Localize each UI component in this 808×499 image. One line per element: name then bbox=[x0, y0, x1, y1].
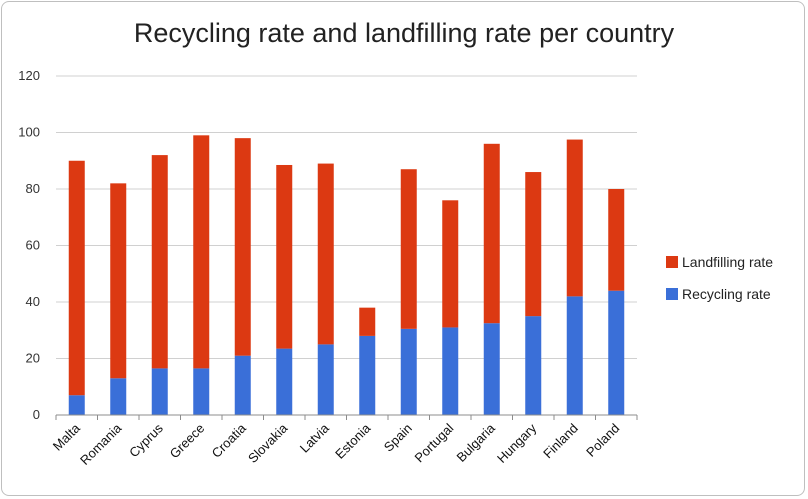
chart-title: Recycling rate and landfilling rate per … bbox=[133, 18, 675, 48]
bar-landfilling bbox=[234, 138, 251, 356]
y-tick-label: 100 bbox=[18, 125, 40, 140]
legend-label: Recycling rate bbox=[682, 286, 771, 302]
x-tick-label: Croatia bbox=[209, 420, 250, 461]
bar-landfilling bbox=[110, 183, 127, 379]
y-tick-label: 120 bbox=[18, 68, 40, 83]
bar-recycling bbox=[110, 378, 127, 415]
bar-landfilling bbox=[608, 189, 625, 291]
legend: Landfilling rate Recycling rate bbox=[666, 254, 773, 302]
bar-recycling bbox=[151, 368, 168, 415]
legend-swatch bbox=[666, 288, 678, 300]
bar-landfilling bbox=[525, 172, 542, 317]
x-tick-label: Bulgaria bbox=[454, 420, 499, 465]
bar-recycling bbox=[400, 328, 417, 415]
bar-landfilling bbox=[400, 169, 417, 329]
bar-landfilling bbox=[193, 135, 210, 369]
x-tick-label: Latvia bbox=[297, 420, 333, 456]
bar-recycling bbox=[317, 344, 334, 415]
bar-recycling bbox=[525, 316, 542, 415]
x-tick-label: Spain bbox=[381, 421, 415, 455]
y-tick-label: 40 bbox=[26, 294, 40, 309]
x-tick-label: Portugal bbox=[412, 420, 457, 465]
bar-landfilling bbox=[566, 139, 583, 297]
y-tick-label: 60 bbox=[26, 238, 40, 253]
x-tick-label: Finland bbox=[540, 421, 581, 462]
bar-recycling bbox=[68, 395, 85, 415]
bar-recycling bbox=[193, 368, 210, 415]
x-tick-label: Estonia bbox=[332, 420, 374, 462]
bar-landfilling bbox=[442, 200, 459, 328]
bar-landfilling bbox=[483, 143, 500, 324]
x-tick-label: Malta bbox=[50, 420, 84, 454]
y-tick-label: 80 bbox=[26, 181, 40, 196]
x-tick-label: Slovakia bbox=[245, 420, 291, 466]
bar-recycling bbox=[359, 335, 376, 415]
bar-landfilling bbox=[68, 160, 85, 396]
legend-swatch bbox=[666, 256, 678, 268]
x-tick-label: Romania bbox=[77, 420, 125, 468]
bars bbox=[68, 135, 625, 415]
x-tick-label: Poland bbox=[583, 421, 622, 460]
y-tick-label: 20 bbox=[26, 351, 40, 366]
bar-recycling bbox=[276, 348, 293, 415]
bar-landfilling bbox=[317, 163, 334, 345]
legend-label: Landfilling rate bbox=[682, 254, 773, 270]
x-tick-label: Hungary bbox=[494, 420, 540, 466]
bar-landfilling bbox=[359, 307, 376, 336]
bar-landfilling bbox=[276, 164, 293, 349]
gridlines bbox=[56, 75, 637, 359]
bar-landfilling bbox=[151, 155, 168, 369]
x-tick-label: Greece bbox=[167, 421, 208, 462]
bar-recycling bbox=[566, 296, 583, 415]
x-tick-label: Cyprus bbox=[126, 420, 166, 460]
bar-recycling bbox=[483, 323, 500, 415]
bar-recycling bbox=[234, 355, 251, 415]
bar-recycling bbox=[608, 290, 625, 415]
bar-recycling bbox=[442, 327, 459, 415]
y-tick-label: 0 bbox=[33, 407, 40, 422]
